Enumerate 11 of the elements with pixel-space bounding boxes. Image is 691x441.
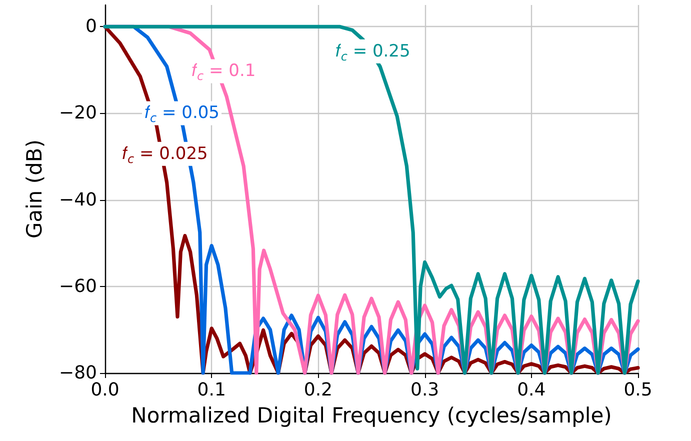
- x-tick-label: 0.3: [410, 380, 440, 400]
- y-tick-label: −40: [59, 189, 97, 210]
- x-tick-label: 0.1: [197, 380, 226, 400]
- x-tick-label: 0.5: [624, 380, 652, 400]
- y-axis-title: Gain (dB): [22, 139, 46, 239]
- y-tick-label: 0: [86, 16, 97, 38]
- x-tick-label: 0.2: [304, 380, 333, 400]
- x-tick-label: 0.4: [517, 380, 546, 400]
- y-tick-label: −20: [59, 102, 97, 124]
- x-axis-title: Normalized Digital Frequency (cycles/sample): [131, 404, 612, 428]
- y-tick-label: −60: [59, 276, 97, 297]
